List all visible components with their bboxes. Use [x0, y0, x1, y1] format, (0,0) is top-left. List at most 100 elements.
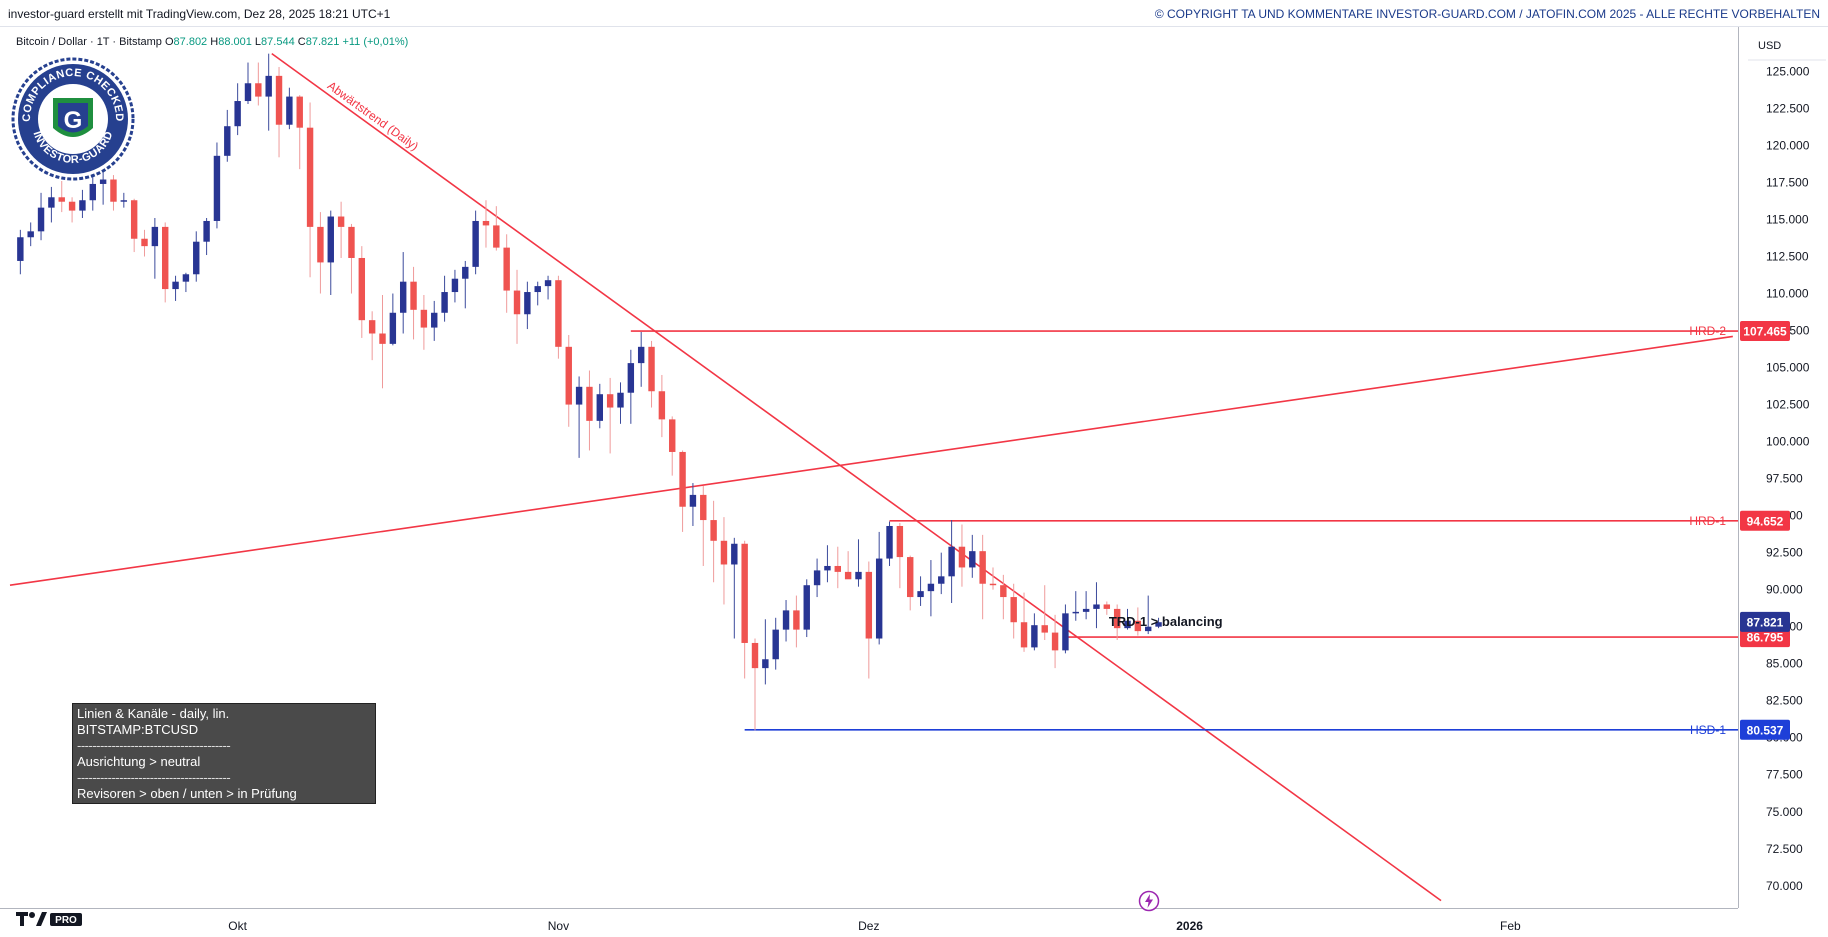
candle-body [193, 241, 200, 275]
candle-body [958, 546, 966, 568]
candle-body [275, 75, 283, 125]
candle-body [337, 216, 345, 227]
candle-body [399, 281, 407, 313]
y-tick-label: 85.000 [1766, 657, 1803, 671]
candle-body [130, 200, 138, 239]
level-price-tag [1740, 719, 1790, 740]
candle-body [472, 220, 479, 267]
candle-body [596, 394, 604, 421]
level-price-text: 94.652 [1747, 514, 1784, 528]
change-value: +11 (+0,01%) [342, 36, 409, 48]
close-value: 87.821 [305, 36, 340, 48]
candle-body [1144, 626, 1152, 632]
info-separator-2: ---------------------------------------- [77, 770, 231, 785]
candle-body [327, 216, 334, 263]
candle-body [1155, 622, 1162, 627]
level-price-tag [1740, 321, 1790, 342]
level-label: HRD-1 [1689, 514, 1726, 528]
candle-body [565, 346, 572, 405]
candle-body [182, 274, 190, 282]
x-tick-label: 2026 [1176, 919, 1203, 933]
candle-body [68, 201, 76, 211]
compliance-badge-logo: COMPLIANCE CHECKED INVESTOR-GUARD G [11, 57, 135, 181]
x-tick-label: Dez [858, 919, 879, 933]
candle-body [255, 83, 262, 97]
candle-body [907, 557, 914, 598]
candle-body [296, 96, 303, 128]
level-label: HRD-2 [1689, 324, 1726, 338]
candle-body [1020, 622, 1028, 648]
y-tick-label: 110.000 [1766, 287, 1809, 301]
candle-body [720, 540, 728, 565]
candle-body [48, 197, 55, 208]
candle-body [37, 207, 45, 232]
candle-body [917, 591, 924, 598]
x-tick-label: Okt [228, 919, 247, 933]
candle-body [151, 226, 159, 247]
candle-body [886, 525, 893, 559]
downtrend-line[interactable] [271, 53, 1442, 902]
candle-body [544, 280, 552, 287]
candle-body [534, 286, 541, 293]
candle-body [606, 394, 614, 408]
candle-body [503, 247, 510, 291]
candle-body [689, 494, 697, 507]
level-label: HSD-1 [1690, 723, 1726, 737]
candle-body [575, 386, 583, 405]
candle-body [368, 320, 376, 334]
candle-body [317, 226, 324, 263]
candle-body [617, 392, 624, 408]
y-tick-label: 97.500 [1766, 472, 1803, 486]
y-tick-label: 120.000 [1766, 138, 1810, 152]
candle-body [482, 220, 490, 226]
candle-body [213, 155, 221, 221]
trd-annotation: TRD-1 > balancing [1109, 614, 1223, 629]
low-value: 87.544 [261, 36, 295, 48]
info-line-1: Linien & Kanäle - daily, lin. [77, 706, 230, 721]
candle-body [244, 83, 252, 102]
candle-body [120, 200, 128, 202]
candle-body [348, 226, 355, 258]
candle-body [441, 292, 448, 313]
level-price-text: 107.465 [1743, 325, 1787, 339]
candle-body [1010, 597, 1017, 623]
candle-body [1082, 608, 1090, 612]
y-tick-label: 102.500 [1766, 398, 1810, 412]
lightning-icon[interactable] [1138, 890, 1160, 912]
info-line-2: BITSTAMP:BTCUSD [77, 722, 199, 737]
candle-body [813, 570, 821, 586]
candle-body [938, 576, 945, 584]
y-tick-label: 77.500 [1766, 768, 1803, 782]
candle-body [265, 75, 272, 97]
candle-body [1072, 611, 1079, 614]
candle-body [1000, 585, 1007, 598]
candle-body [1041, 625, 1048, 633]
candle-body [803, 585, 810, 630]
candle-body [555, 280, 562, 347]
candle-body [855, 571, 862, 580]
y-tick-label: 75.000 [1766, 805, 1803, 819]
candle-body [700, 494, 707, 521]
candle-body [927, 583, 935, 592]
level-price-tag [1740, 510, 1790, 531]
candle-body [1124, 620, 1131, 629]
candle-body [710, 520, 717, 541]
candle-body [1031, 625, 1038, 648]
uptrend-line[interactable] [9, 335, 1733, 587]
candle-body [731, 543, 738, 565]
candle-body [1051, 632, 1059, 651]
candle-body [234, 101, 241, 127]
y-tick-label: 70.000 [1766, 879, 1803, 893]
candle-body [162, 226, 169, 290]
tradingview-logo[interactable]: PRO [14, 908, 84, 930]
candle-body [751, 642, 759, 669]
top-bar: investor-guard erstellt mit TradingView.… [0, 0, 1828, 27]
candle-body [203, 220, 210, 242]
current-price-text: 87.821 [1747, 615, 1784, 629]
candle-body [431, 312, 438, 328]
candle-body [451, 278, 459, 293]
candle-body [462, 266, 469, 279]
candle-body [306, 127, 314, 227]
candle-body [834, 565, 841, 572]
svg-text:G: G [64, 107, 83, 134]
